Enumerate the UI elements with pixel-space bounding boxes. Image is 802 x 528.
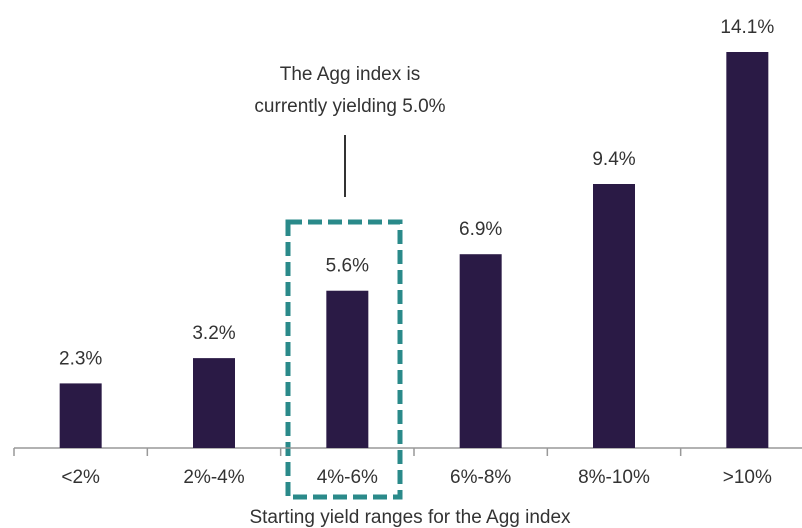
x-tick-label: 4%-6% bbox=[317, 467, 378, 488]
value-label: 5.6% bbox=[326, 256, 369, 277]
x-tick-label: >10% bbox=[723, 467, 772, 488]
annotation: currently yielding 5.0% bbox=[254, 96, 445, 117]
value-label: 6.9% bbox=[459, 219, 502, 240]
value-label: 14.1% bbox=[720, 17, 774, 38]
bar bbox=[59, 383, 102, 448]
annotation: The Agg index is bbox=[280, 64, 420, 85]
x-tick-label: 8%-10% bbox=[578, 467, 650, 488]
bar bbox=[593, 184, 635, 448]
value-label: 9.4% bbox=[592, 149, 635, 170]
x-tick-label: 6%-8% bbox=[450, 467, 511, 488]
x-tick-label: 2%-4% bbox=[183, 467, 244, 488]
highlight-box bbox=[285, 219, 403, 500]
value-label: 2.3% bbox=[59, 348, 102, 369]
x-axis-label: Starting yield ranges for the Agg index bbox=[249, 507, 571, 528]
bar bbox=[459, 254, 502, 448]
bar bbox=[326, 290, 369, 448]
value-label: 3.2% bbox=[192, 323, 235, 344]
x-tick-label: <2% bbox=[61, 467, 100, 488]
bar bbox=[193, 358, 235, 448]
bar bbox=[726, 52, 769, 448]
